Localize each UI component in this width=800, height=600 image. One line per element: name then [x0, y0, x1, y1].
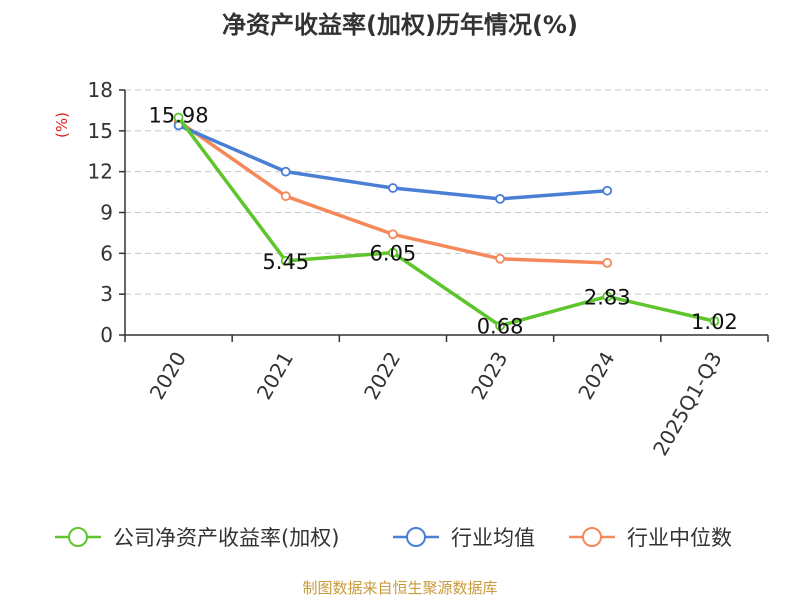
x-tick-label: 2020 [145, 348, 191, 404]
chart-title: 净资产收益率(加权)历年情况(%) [222, 11, 578, 39]
data-point [602, 291, 613, 302]
data-label: 6.05 [370, 242, 417, 266]
data-label: 15.98 [149, 103, 209, 127]
data-point [388, 247, 398, 258]
data-point [173, 112, 184, 123]
y-axis-label: (%) [53, 112, 71, 138]
data-point [602, 185, 613, 196]
y-tick-label: 9 [100, 201, 113, 225]
y-tick-label: 6 [100, 241, 113, 265]
data-label: 2.83 [584, 285, 631, 309]
data-point [280, 255, 291, 266]
legend-label: 公司净资产收益率(加权) [113, 526, 339, 550]
x-tick-label: 2025Q1-Q3 [648, 348, 727, 460]
x-tick-label: 2023 [466, 348, 512, 404]
y-tick-label: 0 [100, 323, 113, 347]
data-label: 1.02 [691, 310, 738, 334]
data-point [495, 253, 505, 264]
data-point [280, 191, 291, 202]
y-tick-label: 15 [88, 119, 113, 143]
data-point [602, 257, 613, 268]
data-point [709, 316, 720, 327]
data-point [388, 183, 398, 193]
data-point [495, 193, 505, 204]
y-tick-label: 18 [88, 78, 113, 102]
x-tick-label: 2024 [573, 348, 619, 404]
data-point [388, 229, 398, 240]
legend-swatch-marker [582, 527, 602, 547]
data-label: 0.68 [477, 315, 524, 339]
series-lines [173, 112, 720, 331]
axes: 0 3 6 9 12 15 18 2020 2021 2022 2023 2024 2025Q1-Q3 [88, 78, 769, 460]
legend-swatch-marker [406, 527, 426, 547]
x-tick-label: 2021 [252, 348, 298, 404]
legend-swatch-marker [68, 527, 88, 547]
gridlines [125, 89, 768, 295]
data-point [280, 166, 291, 177]
legend: 公司净资产收益率(加权) 行业均值 行业中位数 [55, 526, 732, 550]
data-label: 5.45 [262, 250, 309, 274]
legend-label: 行业均值 [451, 526, 535, 550]
series-line [177, 116, 715, 328]
data-point [495, 320, 505, 331]
data-labels: 15.98 5.45 6.05 0.68 2.83 1.02 [149, 103, 738, 338]
legend-label: 行业中位数 [627, 526, 732, 550]
y-tick-label: 3 [100, 282, 113, 306]
source-note: 制图数据来自恒生聚源数据库 [302, 579, 497, 597]
y-tick-label: 12 [88, 160, 113, 184]
x-tick-label: 2022 [359, 348, 405, 404]
